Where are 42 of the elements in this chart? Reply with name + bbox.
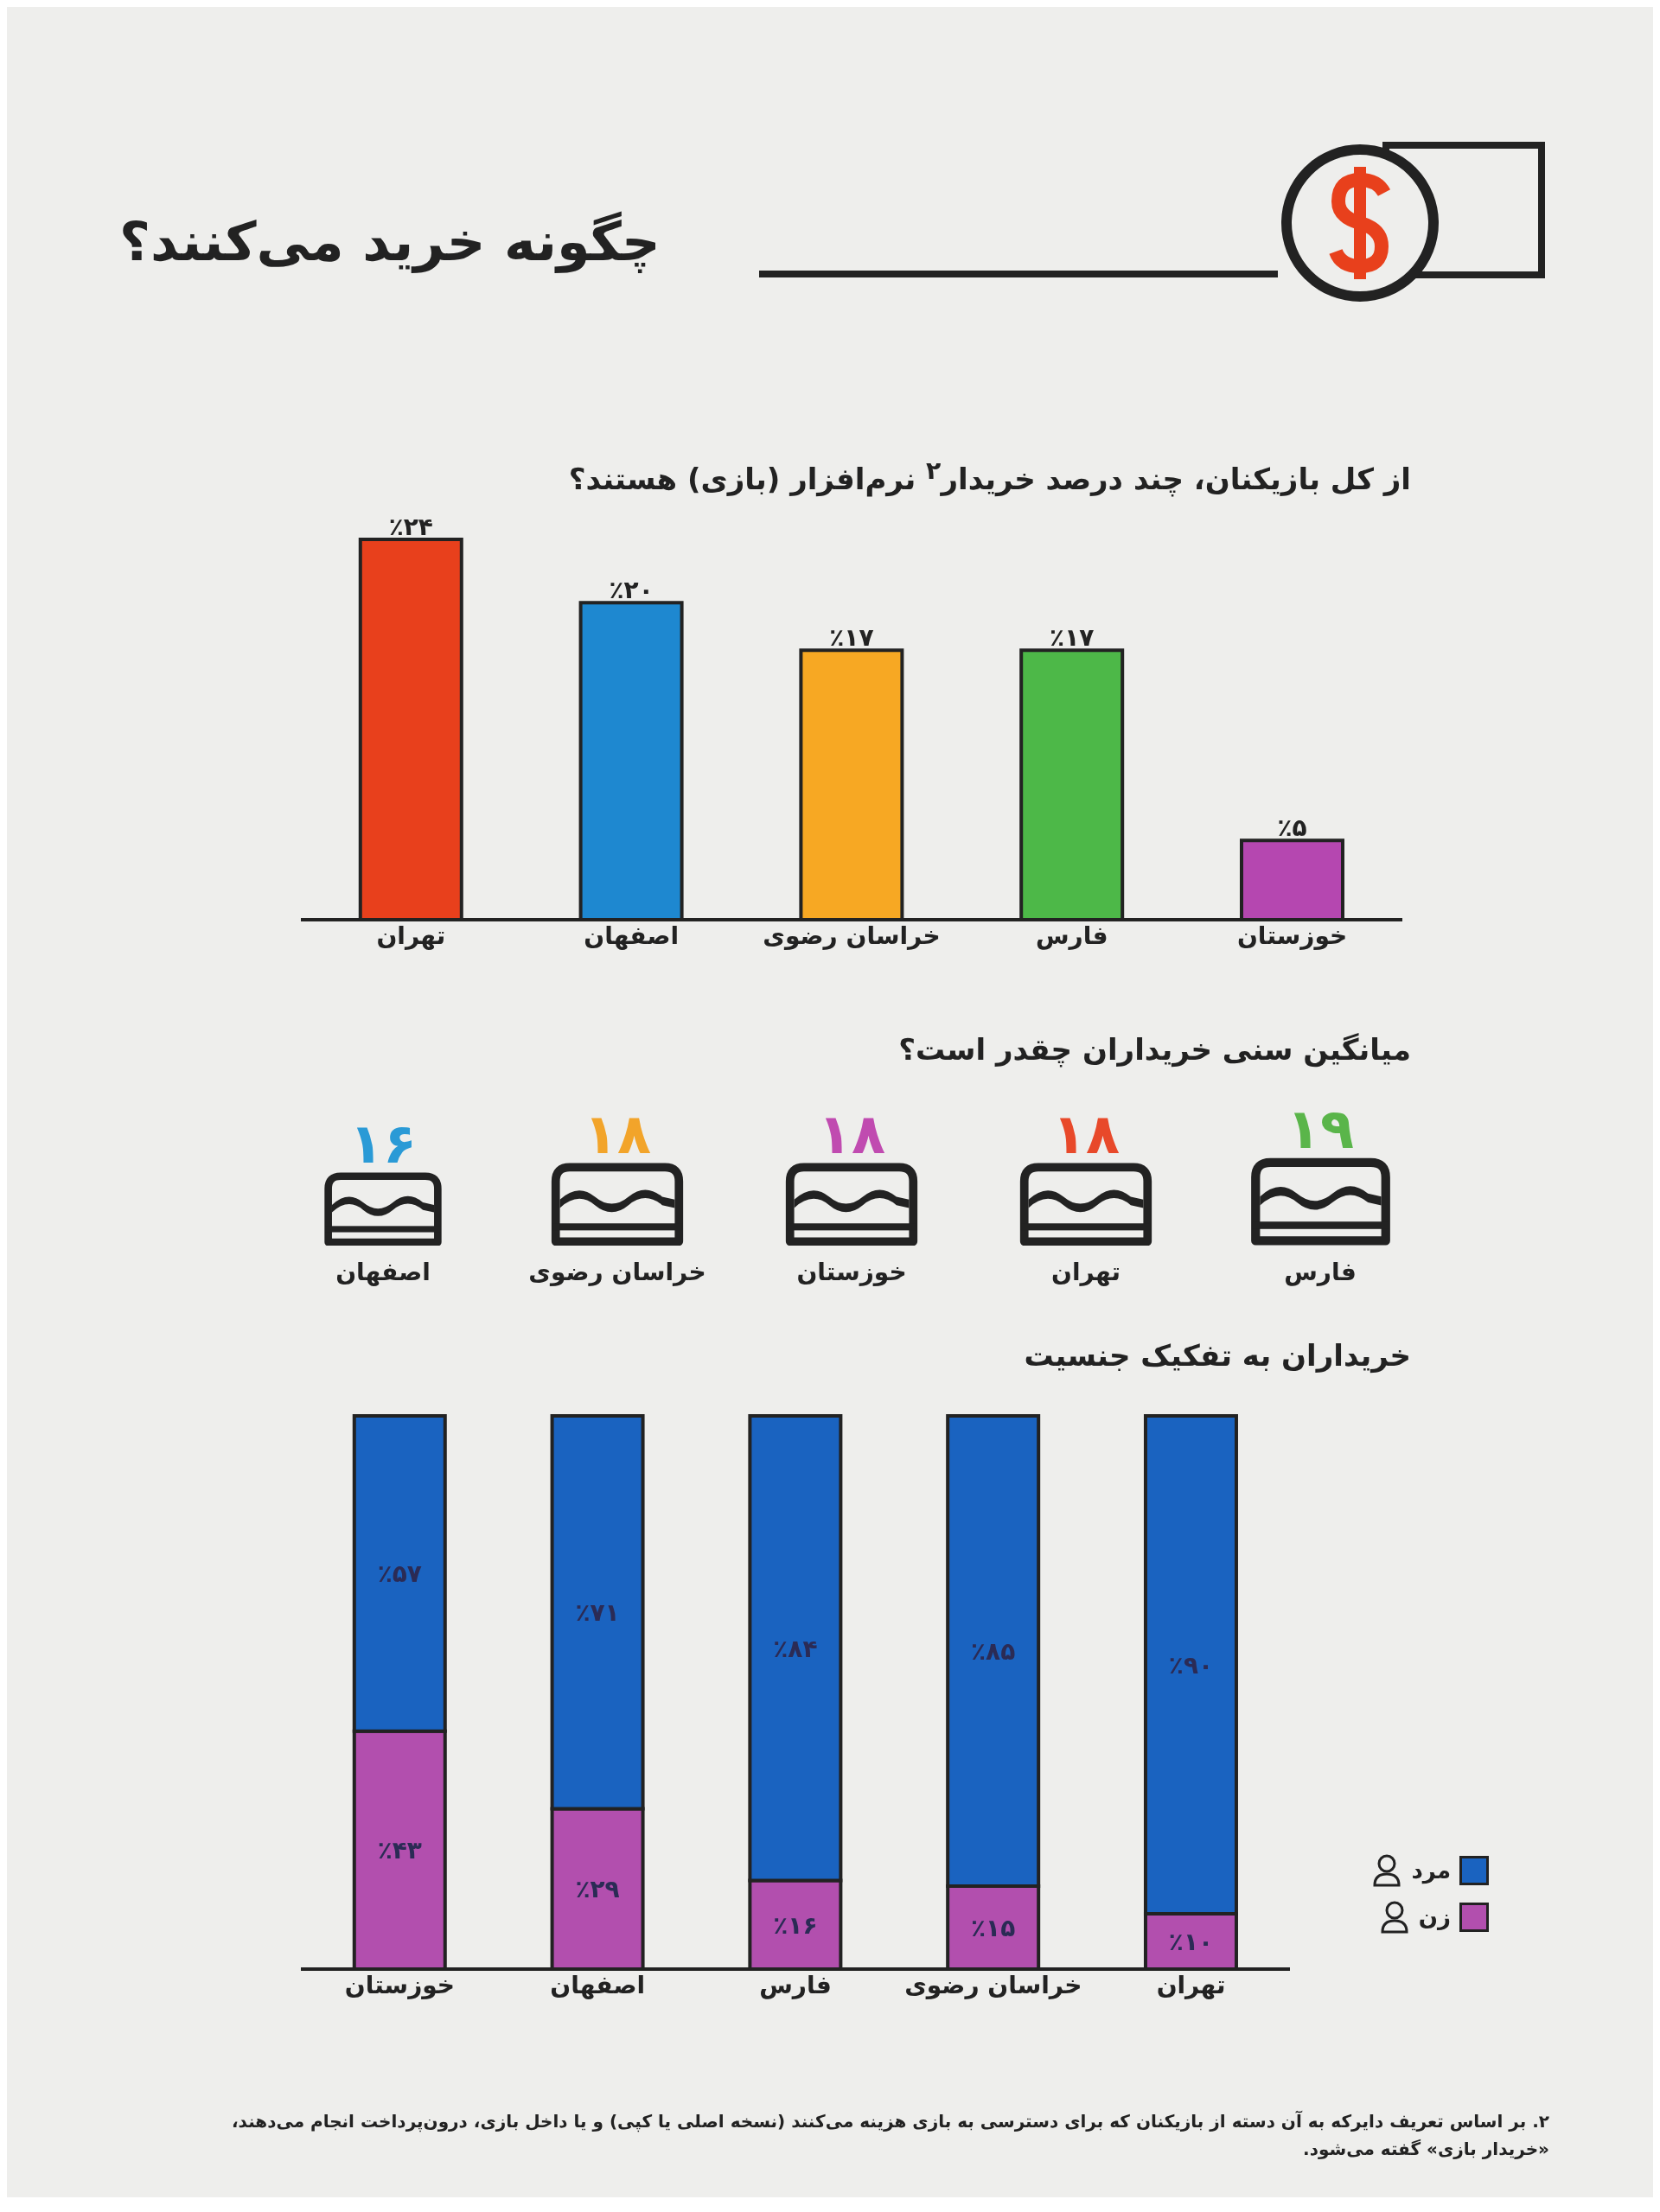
data-label: ٪۵ xyxy=(1277,813,1307,843)
data-label: ٪۱۰ xyxy=(1168,1927,1214,1956)
x-tick-label: تهران xyxy=(1156,1970,1226,1999)
data-label: ۱۸ xyxy=(583,1101,652,1166)
text: میانگین سنی خریداران چقدر است؟ xyxy=(897,1032,1412,1068)
data-label: ٪۱۵ xyxy=(971,1913,1016,1942)
data-label: ٪۲۴ xyxy=(388,513,433,542)
data-label: ٪۴۳ xyxy=(377,1836,422,1865)
category-label: تهران xyxy=(1051,1257,1120,1286)
legend-label: زن xyxy=(1418,1903,1451,1930)
category-label: فارس xyxy=(1284,1257,1357,1286)
x-tick-label: فارس xyxy=(1036,921,1108,951)
data-label: ٪۱۷ xyxy=(1050,623,1095,653)
data-label: ٪۱۷ xyxy=(829,623,874,653)
data-label: ۱۸ xyxy=(817,1101,886,1166)
data-label: ۱۶ xyxy=(348,1111,418,1176)
category-label: خوزستان xyxy=(796,1257,907,1286)
x-tick-label: اصفهان xyxy=(550,1970,646,1999)
x-tick-label: خراسان رضوی xyxy=(904,1970,1082,1999)
data-label: ٪۷۱ xyxy=(575,1598,620,1628)
x-tick-label: خوزستان xyxy=(344,1970,456,1999)
x-tick-label: تهران xyxy=(376,921,446,951)
text: ۲. بر اساس تعریف دایرکه به آن دسته از بازیکنان که برای دسترسی به بازی هزینه می‌کنند (نسخه اصلی یا کپی) و یا داخل بازی، درون‌پرداخت انجام می‌دهند، «خریدار بازی» گفته می‌شود. xyxy=(231,2109,1549,2161)
x-tick-label: اصفهان xyxy=(584,921,680,951)
data-label: ٪۲۹ xyxy=(575,1875,620,1904)
data-label: ٪۹۰ xyxy=(1168,1650,1214,1680)
data-label: ٪۲۰ xyxy=(609,576,654,605)
chart-subtitle: خریداران به تفکیک جنسیت xyxy=(1023,1337,1412,1373)
chart-title: چگونه خرید می‌کنند؟ xyxy=(119,210,661,273)
x-tick-label: فارس xyxy=(759,1970,832,1999)
chart-subtitle: از کل بازیکنان، چند درصد خریدار$^{۲}$ نرم‌افزار (بازی) هستند؟ xyxy=(567,456,1412,497)
legend-label: مرد xyxy=(1411,1857,1451,1884)
data-label: ٪۸۵ xyxy=(971,1636,1016,1666)
category-label: خراسان رضوی xyxy=(528,1257,706,1286)
category-label: اصفهان xyxy=(335,1257,431,1286)
x-tick-label: خراسان رضوی xyxy=(763,921,941,951)
data-label: ۱۹ xyxy=(1286,1097,1355,1162)
data-label: ٪۸۴ xyxy=(773,1634,818,1663)
data-label: ۱۸ xyxy=(1051,1101,1120,1166)
data-label: ٪۱۶ xyxy=(773,1910,818,1940)
x-tick-label: خوزستان xyxy=(1236,921,1348,951)
data-label: ٪۵۷ xyxy=(377,1559,422,1589)
